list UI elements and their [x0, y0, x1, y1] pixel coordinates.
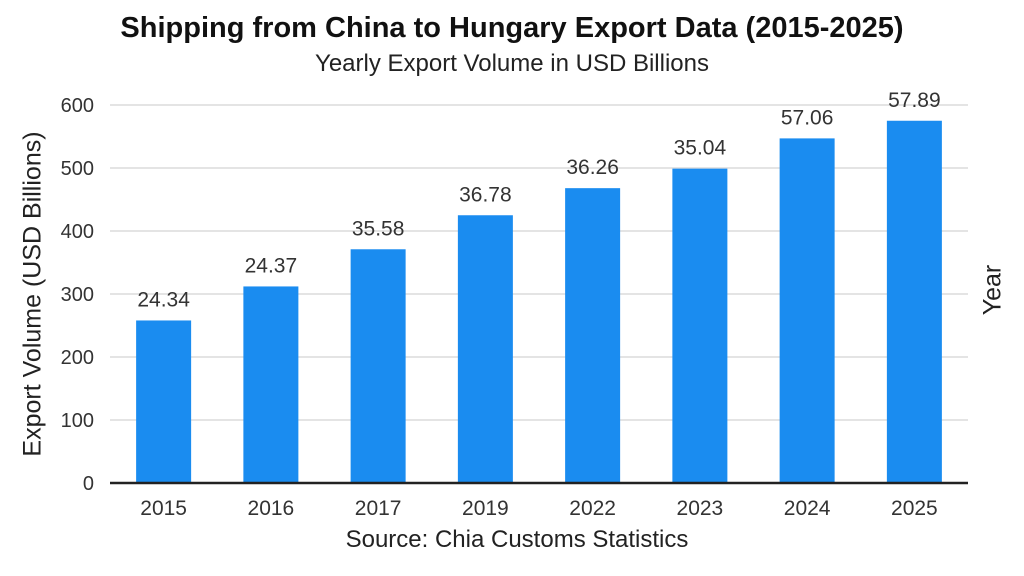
source-note: Source: Chia Customs Statistics — [345, 526, 689, 553]
bar — [350, 249, 406, 483]
x-tick-label: 2025 — [891, 497, 938, 520]
data-label: 35.58 — [352, 217, 405, 240]
data-label: 24.37 — [245, 254, 298, 277]
x-tick-label: 2017 — [355, 497, 402, 520]
bar — [565, 188, 621, 483]
bar — [886, 120, 942, 483]
y-tick-label: 300 — [61, 284, 94, 306]
y-tick-label: 600 — [61, 95, 94, 117]
bar — [779, 138, 835, 483]
y-tick-label: 100 — [61, 410, 94, 432]
bar — [136, 320, 192, 483]
bar — [457, 215, 513, 483]
y-tick-label: 200 — [61, 347, 94, 369]
data-label: 57.06 — [781, 106, 834, 129]
x-tick-label: 2015 — [140, 497, 187, 520]
chart-title: Shipping from China to Hungary Export Da… — [120, 12, 904, 44]
y-tick-label: 400 — [61, 221, 94, 243]
y-tick-label: 500 — [61, 158, 94, 180]
x-tick-label: 2024 — [784, 497, 831, 520]
data-label: 36.78 — [459, 183, 512, 206]
x-tick-label: 2019 — [462, 497, 509, 520]
y-tick-label: 0 — [83, 473, 94, 495]
bar — [243, 286, 299, 483]
data-label: 57.89 — [888, 89, 941, 112]
chart-subtitle: Yearly Export Volume in USD Billions — [315, 50, 709, 77]
data-label: 35.04 — [674, 137, 727, 160]
data-label: 24.34 — [137, 288, 190, 311]
x-tick-label: 2022 — [569, 497, 616, 520]
x-tick-label: 2023 — [677, 497, 724, 520]
data-label: 36.26 — [566, 156, 619, 179]
bar — [672, 168, 728, 483]
x-tick-label: 2016 — [248, 497, 295, 520]
